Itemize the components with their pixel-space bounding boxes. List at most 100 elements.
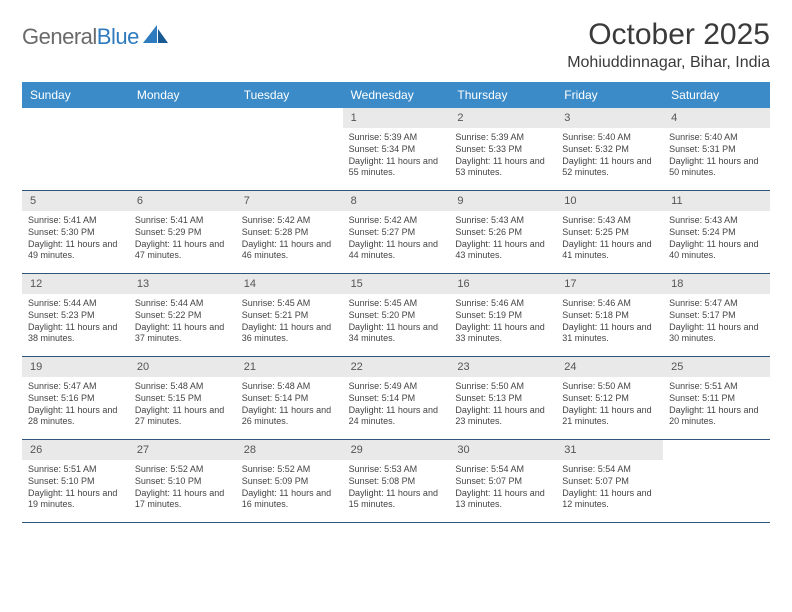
day-number: 16 [449, 274, 556, 294]
sunrise-line: Sunrise: 5:46 AM [455, 298, 550, 310]
weekday-label: Wednesday [343, 82, 450, 108]
sunrise-line: Sunrise: 5:52 AM [242, 464, 337, 476]
day-number: 11 [663, 191, 770, 211]
sunrise-line: Sunrise: 5:40 AM [669, 132, 764, 144]
day-number: 19 [22, 357, 129, 377]
sunrise-line: Sunrise: 5:39 AM [455, 132, 550, 144]
calendar-cell: 27Sunrise: 5:52 AMSunset: 5:10 PMDayligh… [129, 440, 236, 522]
cell-body: Sunrise: 5:39 AMSunset: 5:33 PMDaylight:… [449, 128, 556, 185]
sunrise-line: Sunrise: 5:42 AM [349, 215, 444, 227]
sunset-line: Sunset: 5:27 PM [349, 227, 444, 239]
calendar-cell: 4Sunrise: 5:40 AMSunset: 5:31 PMDaylight… [663, 108, 770, 190]
cell-body: Sunrise: 5:47 AMSunset: 5:16 PMDaylight:… [22, 377, 129, 434]
daylight-line: Daylight: 11 hours and 23 minutes. [455, 405, 550, 428]
calendar-cell: 24Sunrise: 5:50 AMSunset: 5:12 PMDayligh… [556, 357, 663, 439]
cell-body: Sunrise: 5:41 AMSunset: 5:29 PMDaylight:… [129, 211, 236, 268]
sunrise-line: Sunrise: 5:39 AM [349, 132, 444, 144]
cell-body: Sunrise: 5:50 AMSunset: 5:12 PMDaylight:… [556, 377, 663, 434]
day-number: 27 [129, 440, 236, 460]
title-block: October 2025 Mohiuddinnagar, Bihar, Indi… [567, 18, 770, 72]
cell-body: Sunrise: 5:42 AMSunset: 5:27 PMDaylight:… [343, 211, 450, 268]
sunrise-line: Sunrise: 5:43 AM [562, 215, 657, 227]
cell-body: Sunrise: 5:45 AMSunset: 5:21 PMDaylight:… [236, 294, 343, 351]
calendar-week: 12Sunrise: 5:44 AMSunset: 5:23 PMDayligh… [22, 274, 770, 357]
sunset-line: Sunset: 5:22 PM [135, 310, 230, 322]
calendar-cell: 16Sunrise: 5:46 AMSunset: 5:19 PMDayligh… [449, 274, 556, 356]
weekday-label: Saturday [663, 82, 770, 108]
sunset-line: Sunset: 5:10 PM [28, 476, 123, 488]
sunrise-line: Sunrise: 5:41 AM [135, 215, 230, 227]
daylight-line: Daylight: 11 hours and 55 minutes. [349, 156, 444, 179]
calendar-cell: 23Sunrise: 5:50 AMSunset: 5:13 PMDayligh… [449, 357, 556, 439]
daylight-line: Daylight: 11 hours and 49 minutes. [28, 239, 123, 262]
sunrise-line: Sunrise: 5:52 AM [135, 464, 230, 476]
daylight-line: Daylight: 11 hours and 38 minutes. [28, 322, 123, 345]
sunrise-line: Sunrise: 5:53 AM [349, 464, 444, 476]
sunset-line: Sunset: 5:29 PM [135, 227, 230, 239]
sunset-line: Sunset: 5:31 PM [669, 144, 764, 156]
day-number: 29 [343, 440, 450, 460]
sunrise-line: Sunrise: 5:48 AM [135, 381, 230, 393]
day-number: 31 [556, 440, 663, 460]
cell-body: Sunrise: 5:40 AMSunset: 5:31 PMDaylight:… [663, 128, 770, 185]
sunrise-line: Sunrise: 5:40 AM [562, 132, 657, 144]
calendar-cell: 26Sunrise: 5:51 AMSunset: 5:10 PMDayligh… [22, 440, 129, 522]
calendar-cell: 12Sunrise: 5:44 AMSunset: 5:23 PMDayligh… [22, 274, 129, 356]
day-number: 3 [556, 108, 663, 128]
day-number: 8 [343, 191, 450, 211]
calendar-cell: 21Sunrise: 5:48 AMSunset: 5:14 PMDayligh… [236, 357, 343, 439]
cell-body: Sunrise: 5:44 AMSunset: 5:22 PMDaylight:… [129, 294, 236, 351]
cell-body: Sunrise: 5:46 AMSunset: 5:19 PMDaylight:… [449, 294, 556, 351]
sunset-line: Sunset: 5:07 PM [562, 476, 657, 488]
daylight-line: Daylight: 11 hours and 24 minutes. [349, 405, 444, 428]
calendar-cell: 19Sunrise: 5:47 AMSunset: 5:16 PMDayligh… [22, 357, 129, 439]
calendar-cell: 1Sunrise: 5:39 AMSunset: 5:34 PMDaylight… [343, 108, 450, 190]
day-number: 30 [449, 440, 556, 460]
cell-body: Sunrise: 5:43 AMSunset: 5:26 PMDaylight:… [449, 211, 556, 268]
day-number: 28 [236, 440, 343, 460]
daylight-line: Daylight: 11 hours and 36 minutes. [242, 322, 337, 345]
calendar-cell: 25Sunrise: 5:51 AMSunset: 5:11 PMDayligh… [663, 357, 770, 439]
sunrise-line: Sunrise: 5:47 AM [28, 381, 123, 393]
calendar-cell: 3Sunrise: 5:40 AMSunset: 5:32 PMDaylight… [556, 108, 663, 190]
day-number: 5 [22, 191, 129, 211]
cell-body: Sunrise: 5:46 AMSunset: 5:18 PMDaylight:… [556, 294, 663, 351]
cell-body: Sunrise: 5:54 AMSunset: 5:07 PMDaylight:… [449, 460, 556, 517]
cell-body: Sunrise: 5:41 AMSunset: 5:30 PMDaylight:… [22, 211, 129, 268]
sunrise-line: Sunrise: 5:50 AM [455, 381, 550, 393]
day-number: 26 [22, 440, 129, 460]
logo: GeneralBlue [22, 18, 169, 50]
calendar-cell: 14Sunrise: 5:45 AMSunset: 5:21 PMDayligh… [236, 274, 343, 356]
cell-body: Sunrise: 5:54 AMSunset: 5:07 PMDaylight:… [556, 460, 663, 517]
sunset-line: Sunset: 5:09 PM [242, 476, 337, 488]
calendar-week: 26Sunrise: 5:51 AMSunset: 5:10 PMDayligh… [22, 440, 770, 523]
day-number: 1 [343, 108, 450, 128]
sunrise-line: Sunrise: 5:43 AM [669, 215, 764, 227]
daylight-line: Daylight: 11 hours and 50 minutes. [669, 156, 764, 179]
calendar-cell: 22Sunrise: 5:49 AMSunset: 5:14 PMDayligh… [343, 357, 450, 439]
cell-body: Sunrise: 5:40 AMSunset: 5:32 PMDaylight:… [556, 128, 663, 185]
daylight-line: Daylight: 11 hours and 20 minutes. [669, 405, 764, 428]
cell-body: Sunrise: 5:52 AMSunset: 5:10 PMDaylight:… [129, 460, 236, 517]
cell-body: Sunrise: 5:53 AMSunset: 5:08 PMDaylight:… [343, 460, 450, 517]
sunset-line: Sunset: 5:16 PM [28, 393, 123, 405]
sunset-line: Sunset: 5:08 PM [349, 476, 444, 488]
calendar-cell: 2Sunrise: 5:39 AMSunset: 5:33 PMDaylight… [449, 108, 556, 190]
calendar-cell: 7Sunrise: 5:42 AMSunset: 5:28 PMDaylight… [236, 191, 343, 273]
daylight-line: Daylight: 11 hours and 52 minutes. [562, 156, 657, 179]
sunset-line: Sunset: 5:13 PM [455, 393, 550, 405]
daylight-line: Daylight: 11 hours and 27 minutes. [135, 405, 230, 428]
calendar-cell: 11Sunrise: 5:43 AMSunset: 5:24 PMDayligh… [663, 191, 770, 273]
calendar-cell [129, 108, 236, 190]
day-number: 22 [343, 357, 450, 377]
cell-body: Sunrise: 5:52 AMSunset: 5:09 PMDaylight:… [236, 460, 343, 517]
day-number: 12 [22, 274, 129, 294]
sunrise-line: Sunrise: 5:48 AM [242, 381, 337, 393]
calendar-cell: 10Sunrise: 5:43 AMSunset: 5:25 PMDayligh… [556, 191, 663, 273]
sunset-line: Sunset: 5:32 PM [562, 144, 657, 156]
daylight-line: Daylight: 11 hours and 30 minutes. [669, 322, 764, 345]
sunrise-line: Sunrise: 5:45 AM [349, 298, 444, 310]
logo-blue: Blue [97, 24, 139, 49]
daylight-line: Daylight: 11 hours and 33 minutes. [455, 322, 550, 345]
day-number: 25 [663, 357, 770, 377]
